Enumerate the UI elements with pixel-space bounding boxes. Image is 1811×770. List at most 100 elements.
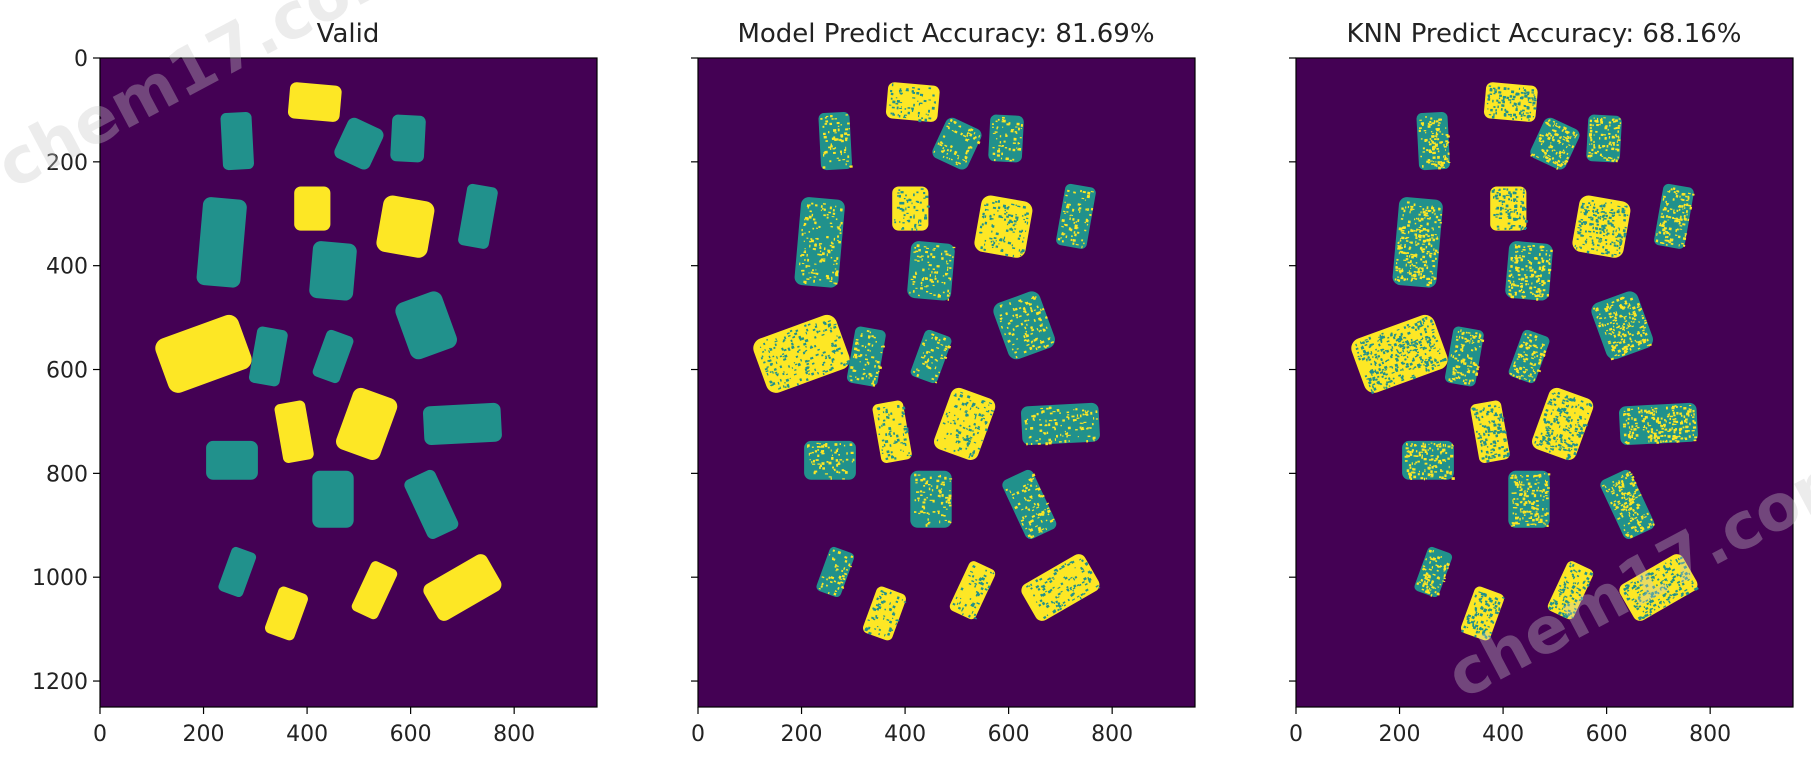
misclassified-speck [1001,248,1004,251]
misclassified-speck [1435,457,1438,460]
misclassified-speck [1079,210,1081,213]
misclassified-speck [931,270,933,274]
misclassified-speck [805,331,808,335]
misclassified-speck [1411,471,1415,474]
misclassified-speck [819,278,822,281]
misclassified-speck [1379,339,1383,343]
misclassified-speck [1527,283,1529,286]
misclassified-speck [1502,200,1506,203]
misclassified-speck [1534,483,1537,485]
misclassified-speck [837,336,842,339]
misclassified-speck [1009,159,1012,162]
misclassified-speck [1455,368,1457,371]
misclassified-speck [1638,520,1643,524]
misclassified-speck [1524,490,1527,492]
misclassified-speck [1536,504,1540,507]
misclassified-speck [1379,334,1382,338]
misclassified-speck [764,367,768,371]
misclassified-speck [965,152,968,155]
misclassified-speck [923,506,926,510]
misclassified-speck [1519,493,1523,495]
misclassified-speck [1553,418,1555,420]
misclassified-speck [805,328,809,332]
misclassified-speck [1665,244,1668,246]
misclassified-speck [816,330,819,334]
misclassified-speck [1530,262,1533,265]
misclassified-speck [1568,416,1572,419]
misclassified-speck [973,606,977,609]
misclassified-speck [1417,242,1420,245]
misclassified-speck [1372,383,1376,386]
misclassified-speck [1442,443,1444,447]
misclassified-speck [1412,471,1416,474]
misclassified-speck [1572,133,1576,137]
misclassified-speck [1039,429,1043,433]
misclassified-speck [1543,155,1545,158]
seed-object-body [1002,469,1057,539]
misclassified-speck [1606,303,1609,306]
misclassified-speck [1430,131,1433,133]
misclassified-speck [947,421,950,423]
misclassified-speck [969,399,972,402]
misclassified-speck [1574,430,1578,433]
misclassified-speck [1518,480,1521,484]
misclassified-speck [1504,108,1507,111]
misclassified-speck [1615,493,1619,497]
misclassified-speck [839,150,843,153]
misclassified-speck [937,142,940,145]
misclassified-speck [1514,209,1516,212]
misclassified-speck [799,378,803,382]
misclassified-speck [1622,508,1626,511]
misclassified-speck [1375,355,1378,359]
misclassified-speck [832,148,836,150]
misclassified-speck [1403,209,1406,213]
misclassified-speck [869,374,873,378]
misclassified-speck [1036,305,1039,309]
misclassified-speck [949,118,953,123]
misclassified-speck [1493,444,1497,448]
seed-object [312,329,354,384]
misclassified-speck [837,128,840,132]
misclassified-speck [1604,485,1607,489]
misclassified-speck [1419,346,1423,349]
misclassified-speck [1675,219,1679,222]
misclassified-speck [1565,145,1568,149]
misclassified-speck [1398,351,1402,355]
misclassified-speck [1623,524,1626,527]
misclassified-speck [1429,123,1433,126]
misclassified-speck [939,520,941,524]
misclassified-speck [923,344,926,347]
misclassified-speck [998,243,1000,245]
misclassified-speck [807,323,811,326]
misclassified-speck [1559,433,1563,438]
misclassified-speck [1646,430,1650,433]
misclassified-speck [1613,211,1616,215]
misclassified-speck [1468,340,1471,342]
misclassified-speck [915,209,919,212]
misclassified-speck [1579,228,1582,232]
misclassified-speck [943,515,946,517]
misclassified-speck [1371,373,1373,377]
misclassified-speck [1542,508,1544,511]
misclassified-speck [1000,304,1003,307]
misclassified-speck [1563,415,1567,418]
misclassified-speck [1021,522,1024,526]
misclassified-speck [1531,506,1534,508]
misclassified-speck [1471,407,1475,410]
misclassified-speck [1418,239,1422,241]
misclassified-speck [1007,339,1011,343]
misclassified-speck [1574,412,1576,414]
misclassified-speck [1371,391,1375,395]
misclassified-speck [1524,501,1528,504]
misclassified-speck [1629,481,1633,485]
misclassified-speck [1383,386,1386,389]
misclassified-speck [1370,350,1373,354]
misclassified-speck [1523,188,1525,192]
misclassified-speck [1017,205,1021,208]
misclassified-speck [1494,90,1497,94]
misclassified-speck [1425,477,1427,480]
misclassified-speck [1529,111,1532,114]
seed-object [933,387,996,461]
misclassified-speck [894,221,897,224]
misclassified-speck [1023,497,1026,500]
